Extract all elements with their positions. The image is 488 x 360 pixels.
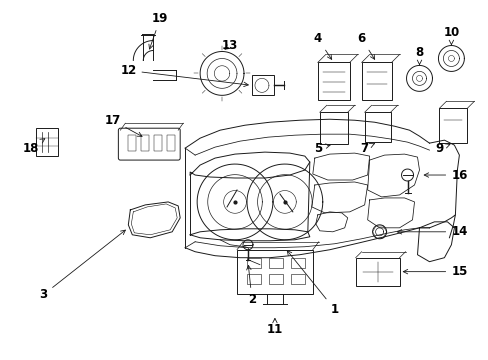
Text: 17: 17 bbox=[104, 114, 142, 136]
Text: 12: 12 bbox=[120, 64, 248, 87]
Bar bbox=[154, 135, 162, 151]
Bar bbox=[246, 274, 261, 284]
Text: 10: 10 bbox=[443, 26, 459, 45]
Text: 3: 3 bbox=[40, 230, 125, 301]
Bar bbox=[268, 258, 283, 268]
Text: 9: 9 bbox=[434, 141, 449, 155]
Text: 4: 4 bbox=[313, 32, 331, 59]
Bar bbox=[364, 112, 390, 142]
Text: 5: 5 bbox=[313, 141, 329, 155]
Bar bbox=[439, 108, 467, 143]
Text: 19: 19 bbox=[148, 12, 168, 49]
Bar bbox=[167, 135, 175, 151]
Bar bbox=[237, 250, 312, 293]
Bar bbox=[141, 135, 149, 151]
Bar bbox=[290, 274, 304, 284]
Text: 8: 8 bbox=[414, 46, 423, 65]
Text: 14: 14 bbox=[396, 225, 467, 238]
Bar bbox=[246, 258, 261, 268]
Text: 18: 18 bbox=[22, 139, 45, 155]
Bar bbox=[361, 62, 391, 100]
Bar bbox=[317, 62, 349, 100]
Bar bbox=[355, 258, 399, 285]
Bar bbox=[251, 75, 273, 95]
Text: 13: 13 bbox=[222, 39, 238, 52]
Text: 6: 6 bbox=[357, 32, 374, 59]
Text: 16: 16 bbox=[424, 168, 467, 181]
Bar bbox=[290, 258, 304, 268]
Bar bbox=[36, 128, 58, 156]
Text: 2: 2 bbox=[246, 265, 256, 306]
Text: 1: 1 bbox=[286, 251, 338, 316]
Bar bbox=[268, 274, 283, 284]
Text: 7: 7 bbox=[360, 141, 374, 155]
Bar bbox=[128, 135, 136, 151]
Text: 15: 15 bbox=[403, 265, 467, 278]
Bar bbox=[319, 112, 347, 144]
Text: 11: 11 bbox=[266, 318, 283, 336]
